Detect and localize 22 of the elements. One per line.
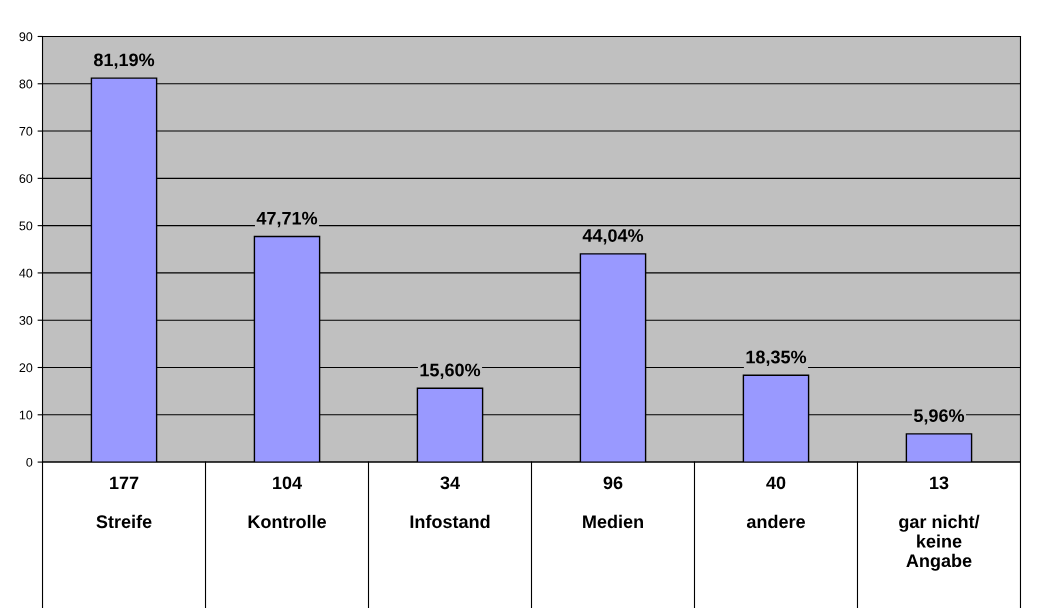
- data-label: 18,35%: [746, 350, 807, 367]
- data-label: 5,96%: [913, 409, 965, 425]
- y-tick-label: 10: [19, 410, 33, 420]
- category-label: 13 gar nicht/ keine Angabe: [899, 476, 980, 571]
- y-tick-label: 80: [19, 79, 33, 89]
- y-tick-label: 0: [26, 457, 33, 467]
- y-tick-label: 70: [19, 126, 33, 136]
- y-tick-label: 60: [19, 174, 33, 183]
- y-tick-label: 30: [19, 316, 33, 325]
- data-label: 44,04%: [582, 229, 644, 245]
- category-label: 104 Kontrolle: [248, 476, 327, 529]
- y-tick-label: 50: [19, 221, 33, 231]
- data-label: 81,19%: [93, 53, 155, 69]
- category-label: 177 Streife: [96, 476, 152, 529]
- category-label: 40 andere: [746, 476, 805, 529]
- data-label: 47,71%: [256, 211, 318, 228]
- y-tick-label: 90: [19, 32, 33, 42]
- data-label: 15,60%: [420, 363, 481, 380]
- category-label: 96 Medien: [583, 476, 643, 529]
- y-tick-label: 20: [19, 363, 33, 373]
- y-tick-label: 40: [19, 268, 33, 278]
- category-label: 34 Infostand: [410, 476, 490, 529]
